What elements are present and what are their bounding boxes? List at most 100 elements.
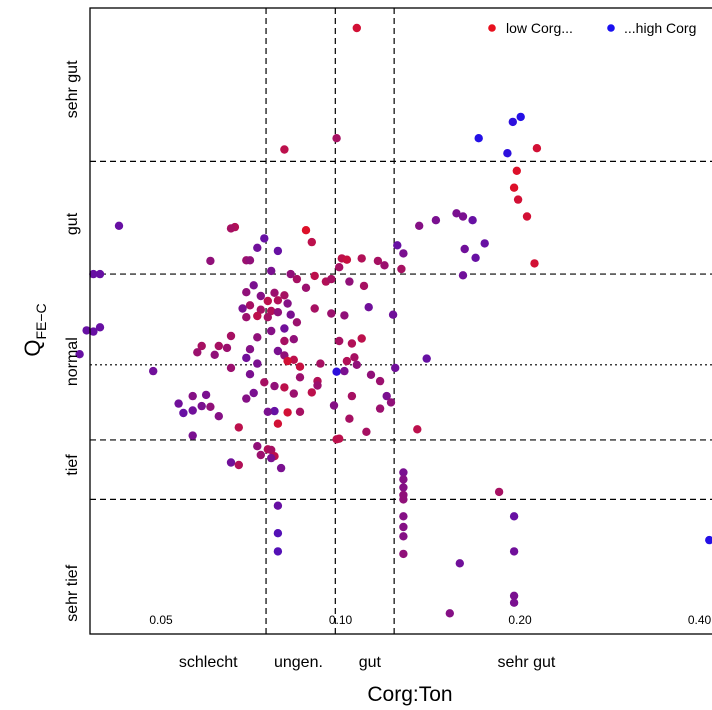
data-point-86 [222, 343, 232, 353]
data-point-21 [393, 241, 402, 250]
data-point-108 [245, 370, 255, 379]
data-point-70 [292, 318, 302, 327]
y-class-label-2: normal [64, 337, 81, 386]
data-point-118 [289, 389, 298, 398]
data-point-133 [270, 406, 279, 416]
data-point-130 [179, 408, 188, 418]
data-point-153 [256, 450, 265, 460]
data-point-26 [226, 224, 236, 233]
data-point-117 [280, 383, 289, 392]
y-class-label-0: sehr gut [64, 60, 81, 118]
data-point-47 [310, 271, 319, 281]
data-point-145 [188, 431, 197, 440]
data-point-152 [267, 445, 276, 455]
data-point-34 [307, 237, 316, 247]
data-point-57 [280, 291, 289, 300]
data-point-160 [399, 475, 408, 484]
data-point-128 [197, 401, 206, 411]
y-class-labels: sehr gut gut normal tief sehr tief [64, 60, 81, 622]
data-point-33 [301, 226, 311, 235]
data-point-94 [75, 350, 84, 359]
data-point-0 [352, 23, 361, 33]
data-point-67 [273, 308, 283, 317]
data-point-62 [256, 305, 265, 314]
data-point-99 [295, 362, 305, 371]
data-point-178 [445, 609, 454, 618]
data-point-172 [399, 549, 408, 559]
data-point-173 [509, 547, 519, 556]
data-point-17 [415, 221, 424, 230]
data-point-61 [245, 301, 255, 310]
data-point-84 [357, 334, 366, 343]
x-tick-label-2: 0.20 [508, 613, 532, 627]
data-point-36 [342, 255, 352, 264]
data-point-3 [516, 112, 525, 122]
data-point-90 [197, 341, 206, 351]
data-point-80 [280, 336, 289, 346]
data-point-87 [245, 345, 255, 354]
legend-marker-0 [488, 24, 496, 32]
data-point-115 [260, 378, 269, 387]
data-point-125 [188, 391, 197, 401]
data-point-150 [253, 442, 262, 451]
data-point-56 [270, 288, 279, 297]
data-point-121 [375, 376, 385, 386]
data-point-142 [273, 419, 283, 428]
data-point-46 [292, 274, 302, 284]
data-point-131 [188, 406, 197, 415]
data-point-163 [399, 495, 408, 504]
data-point-106 [253, 359, 262, 368]
y-axis-title-subscript: FE−C [33, 303, 49, 339]
y-class-label-3: tief [64, 454, 81, 476]
x-class-label-2: gut [359, 654, 382, 671]
data-point-100 [316, 359, 325, 368]
data-point-66 [263, 313, 272, 322]
data-point-11 [522, 212, 532, 221]
data-point-147 [413, 425, 422, 434]
data-point-2 [280, 145, 289, 154]
data-point-71 [310, 304, 319, 313]
data-point-136 [263, 407, 272, 416]
data-point-98 [283, 356, 292, 366]
data-point-82 [335, 336, 344, 346]
data-point-158 [276, 463, 286, 473]
data-point-127 [174, 399, 183, 408]
data-point-124 [307, 388, 316, 397]
data-point-168 [399, 522, 408, 532]
data-point-167 [509, 512, 519, 521]
data-point-156 [226, 458, 236, 467]
data-point-89 [210, 350, 219, 359]
data-point-45 [286, 269, 295, 279]
data-point-102 [350, 353, 359, 362]
data-point-175 [705, 535, 712, 545]
data-point-112 [295, 373, 305, 382]
data-point-72 [327, 309, 336, 318]
data-point-177 [509, 598, 519, 607]
data-point-164 [494, 487, 504, 497]
data-point-5 [474, 134, 483, 143]
data-point-41 [335, 263, 344, 272]
data-point-7 [503, 149, 512, 158]
x-class-labels: schlecht ungen. gut sehr gut [179, 654, 556, 671]
data-point-103 [352, 360, 361, 369]
data-point-14 [458, 212, 468, 221]
data-point-92 [89, 327, 98, 336]
data-point-132 [214, 412, 223, 421]
data-point-155 [267, 453, 276, 463]
data-point-134 [283, 408, 292, 417]
data-point-111 [391, 363, 400, 373]
data-point-171 [273, 547, 283, 556]
data-point-1 [332, 134, 341, 143]
data-point-9 [509, 183, 519, 192]
data-point-19 [460, 244, 469, 254]
data-point-54 [242, 288, 251, 297]
data-points [75, 23, 712, 618]
data-point-129 [206, 402, 215, 411]
data-point-137 [329, 401, 339, 410]
data-point-4 [508, 117, 517, 127]
data-point-16 [431, 216, 441, 225]
data-point-58 [263, 296, 272, 306]
data-point-53 [249, 281, 258, 290]
data-point-12 [530, 259, 539, 268]
